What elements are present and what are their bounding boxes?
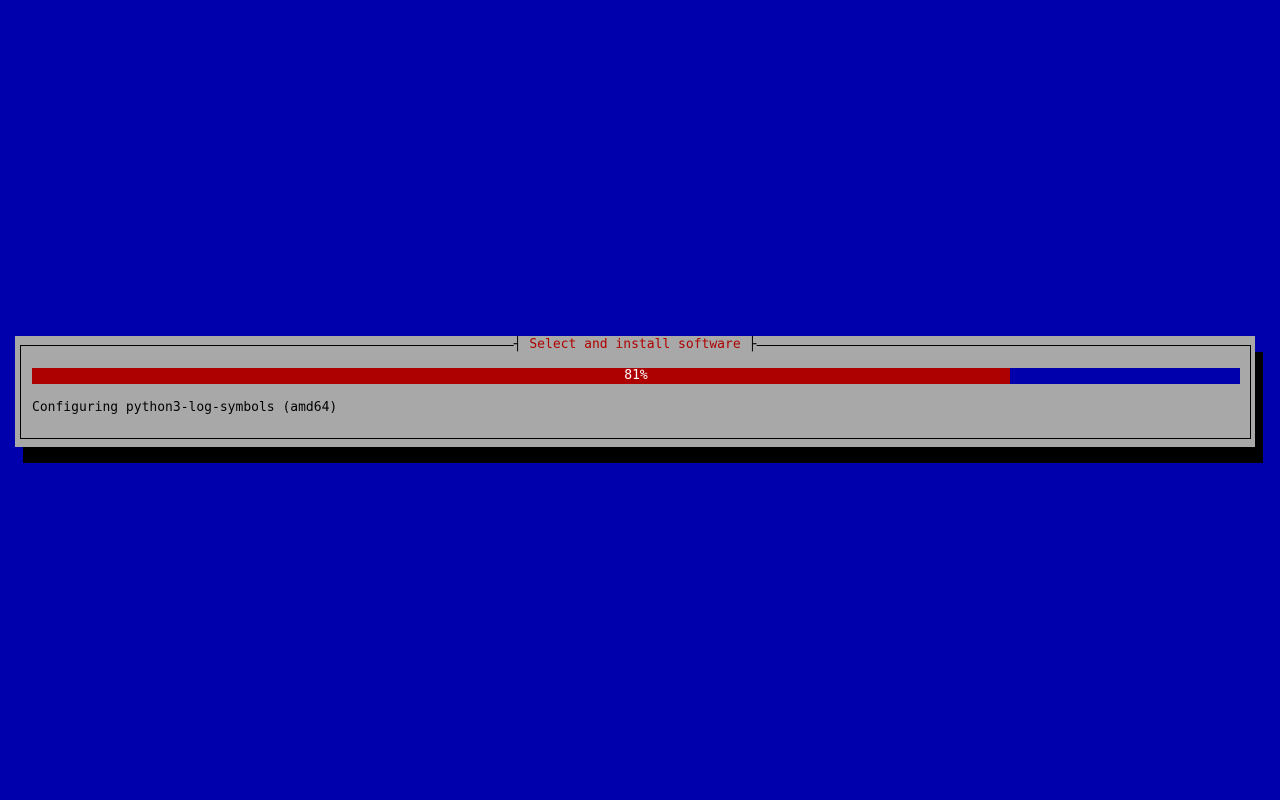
- progress-percent-label: 81%: [624, 368, 648, 383]
- install-dialog: ┤ Select and install software ├ 81% Conf…: [15, 336, 1255, 447]
- dialog-title: ┤ Select and install software ├: [513, 337, 757, 353]
- progress-fill: [32, 368, 1011, 384]
- dialog-title-text: Select and install software: [529, 337, 741, 352]
- left-tee-glyph: ┤: [513, 337, 530, 352]
- progress-bar: 81%: [32, 368, 1240, 384]
- dialog-border: [20, 345, 1251, 439]
- right-tee-glyph: ├: [740, 337, 757, 352]
- status-text: Configuring python3-log-symbols (amd64): [32, 400, 338, 415]
